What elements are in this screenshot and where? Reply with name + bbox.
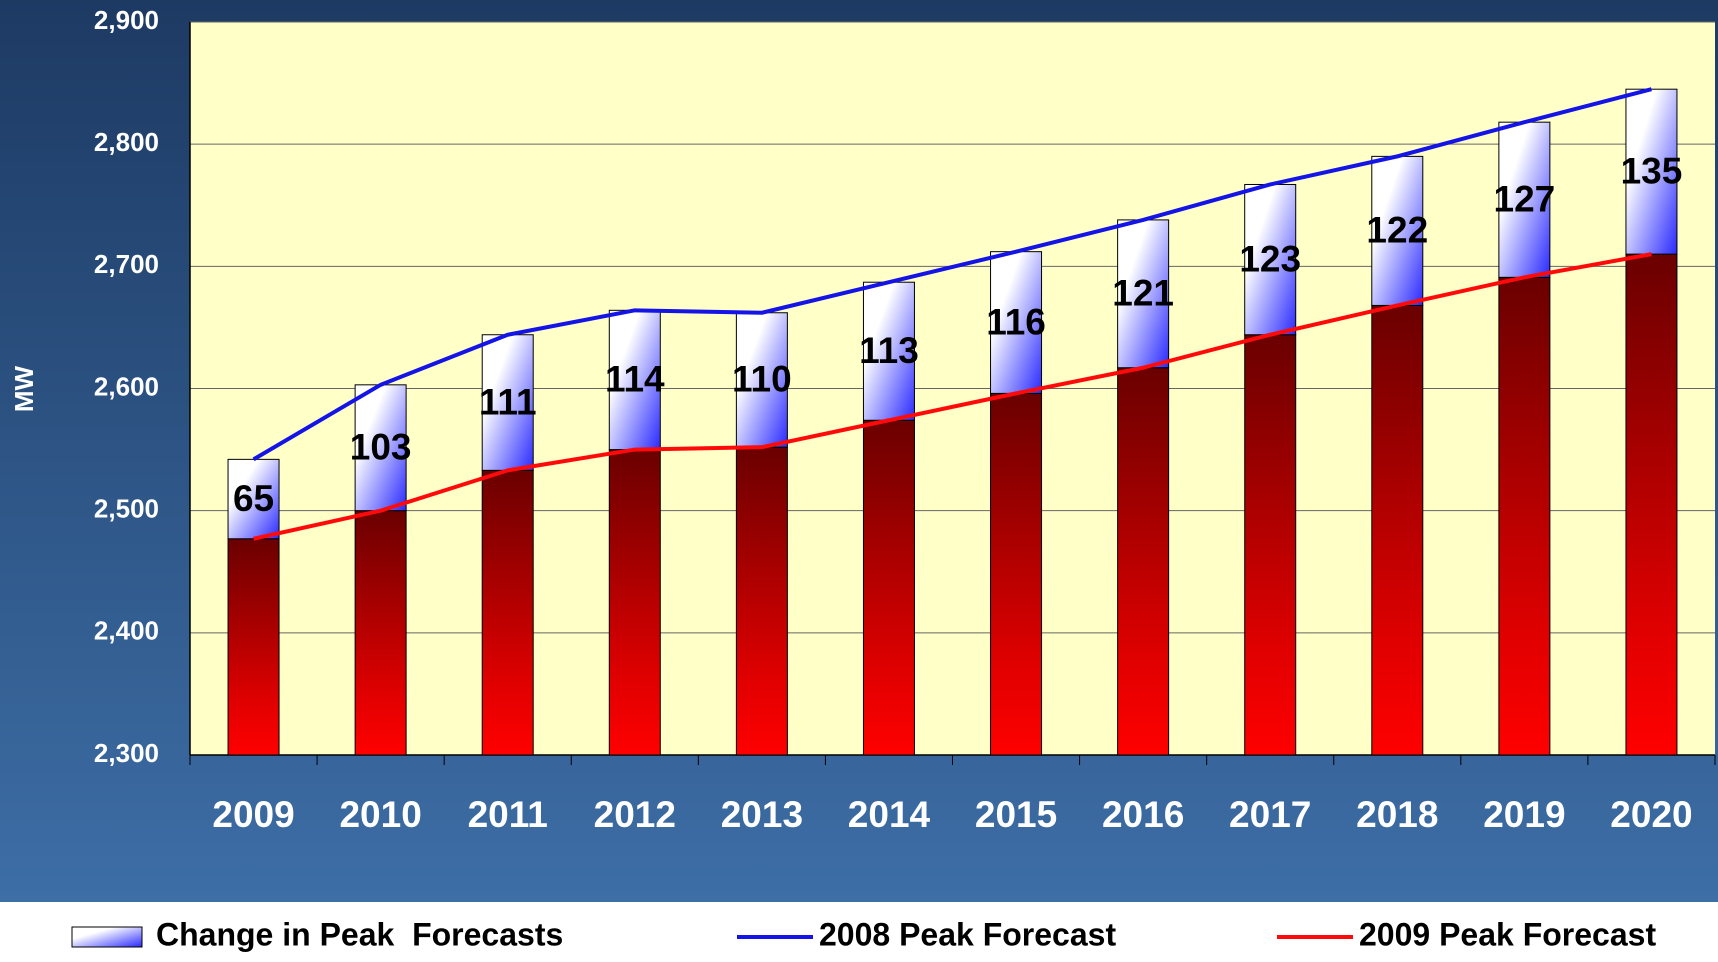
y-tick-label: 2,900 (94, 5, 159, 35)
legend-label: 2009 Peak Forecast (1359, 916, 1656, 952)
bar (735, 446, 788, 756)
change-bar (1117, 219, 1170, 369)
x-tick-label: 2014 (848, 794, 931, 835)
x-tick-label: 2019 (1483, 794, 1565, 835)
data-label: 122 (1366, 210, 1428, 251)
y-axis-label: MW (9, 365, 39, 412)
change-bar (1371, 155, 1424, 306)
y-tick-label: 2,700 (94, 249, 159, 279)
bar (990, 392, 1043, 756)
change-bar (1625, 88, 1678, 255)
legend-background (0, 902, 1718, 957)
y-tick-label: 2,300 (94, 738, 159, 768)
data-label: 135 (1621, 150, 1683, 191)
y-tick-label: 2,600 (94, 371, 159, 401)
change-bar (735, 312, 788, 448)
bar (1625, 253, 1678, 756)
bar (1244, 334, 1297, 756)
x-tick-label: 2012 (594, 794, 676, 835)
line-series (252, 87, 1652, 462)
data-label: 114 (605, 359, 665, 400)
bar (1498, 276, 1551, 756)
y-tick-label: 2,400 (94, 616, 159, 646)
data-label: 116 (986, 301, 1046, 342)
bar (481, 469, 534, 756)
change-bar (1244, 183, 1297, 336)
legend-label: 2008 Peak Forecast (819, 916, 1116, 952)
x-tick-label: 2020 (1610, 794, 1692, 835)
data-label: 113 (859, 330, 919, 371)
y-tick-label: 2,500 (94, 494, 159, 524)
bar (862, 419, 915, 756)
x-tick-label: 2009 (212, 794, 294, 835)
data-label: 121 (1112, 273, 1174, 314)
x-tick-label: 2016 (1102, 794, 1184, 835)
change-bar (354, 384, 407, 512)
bar (227, 538, 280, 756)
change-bar (227, 458, 280, 540)
x-tick-label: 2010 (339, 794, 421, 835)
line-series (253, 252, 1652, 541)
change-bar (608, 309, 661, 451)
change-bar (1498, 121, 1551, 278)
x-tick-label: 2013 (721, 794, 803, 835)
bar (608, 449, 661, 756)
x-tick-label: 2015 (975, 794, 1057, 835)
data-label: 65 (233, 478, 274, 519)
data-label: 110 (732, 359, 792, 400)
data-label: 127 (1494, 179, 1556, 220)
change-bar (862, 281, 915, 421)
data-label: 111 (479, 381, 537, 422)
bar (1371, 304, 1424, 756)
legend-label: Change in Peak Forecasts (156, 916, 563, 952)
legend-swatch (71, 926, 143, 948)
y-tick-label: 2,800 (94, 127, 159, 157)
x-tick-label: 2018 (1356, 794, 1438, 835)
x-tick-label: 2017 (1229, 794, 1311, 835)
bar (354, 510, 407, 756)
data-label: 103 (350, 427, 412, 468)
bar (1117, 367, 1170, 756)
change-bar (990, 251, 1043, 394)
data-label: 123 (1239, 238, 1301, 279)
change-bar (481, 334, 534, 471)
x-tick-label: 2011 (468, 794, 548, 835)
